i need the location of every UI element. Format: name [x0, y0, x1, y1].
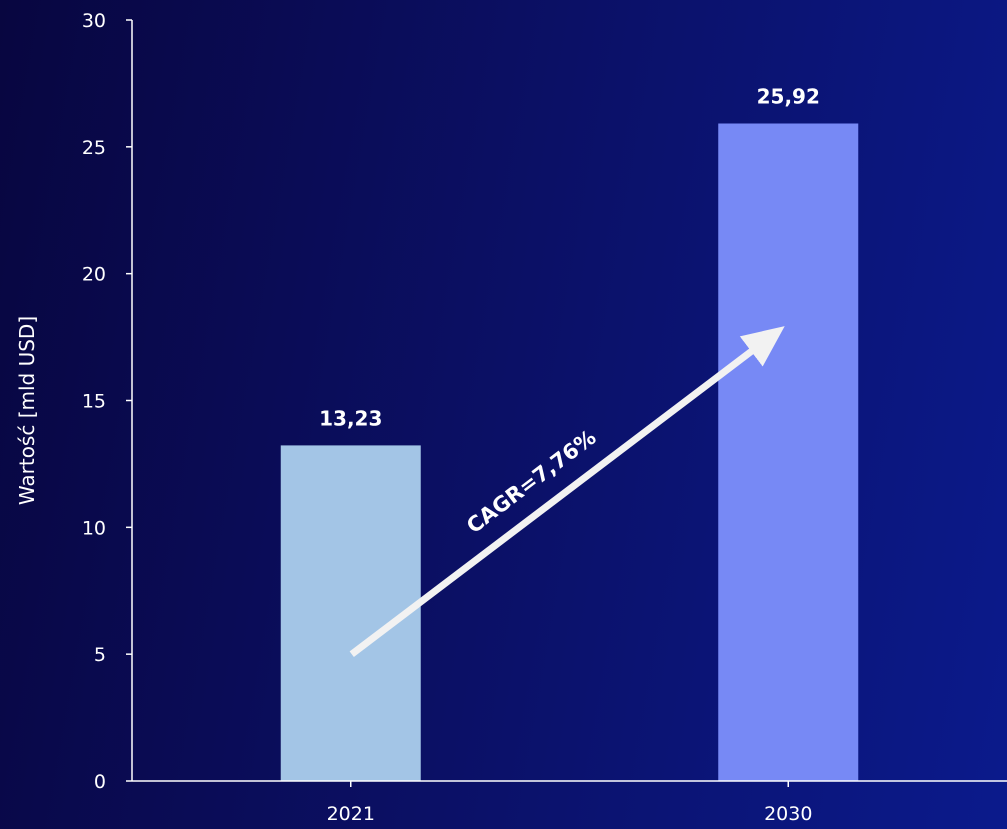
x-tick-label: 2030	[764, 803, 812, 825]
y-axis-title: Wartość [mld USD]	[15, 316, 39, 505]
bars	[280, 123, 859, 782]
x-tick-label: 2021	[327, 803, 375, 825]
bar-2021	[280, 445, 421, 781]
y-tick-label: 30	[82, 10, 106, 32]
y-tick-label: 25	[82, 137, 106, 159]
cagr-arrow	[349, 326, 785, 657]
y-axis-ticks: 0 5 10 15 20 25 30	[82, 10, 132, 793]
bar-2030	[718, 123, 859, 782]
y-tick-label: 0	[94, 771, 106, 793]
y-tick-label: 20	[82, 264, 106, 286]
data-label-2030: 25,92	[757, 84, 820, 108]
y-tick-label: 10	[82, 517, 106, 539]
data-labels: 13,23 25,92	[319, 84, 820, 430]
data-label-2021: 13,23	[319, 406, 382, 430]
y-tick-label: 5	[94, 644, 106, 666]
x-axis-ticks: 2021 2030	[327, 781, 812, 825]
y-tick-label: 15	[82, 391, 106, 413]
